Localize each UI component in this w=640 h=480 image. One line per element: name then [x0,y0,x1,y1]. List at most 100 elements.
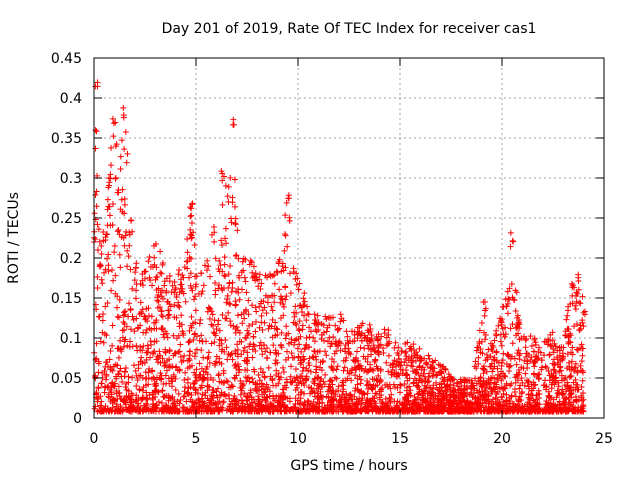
data-point [340,357,347,364]
data-point [569,282,576,289]
data-point [224,356,231,363]
data-point [552,375,559,382]
data-point [245,297,252,304]
data-point [574,368,581,375]
data-point [576,327,583,334]
data-point [121,146,128,153]
data-point [204,267,211,274]
data-point [509,237,516,244]
data-point [150,349,157,356]
data-point [221,391,228,398]
data-point [273,351,280,358]
data-point [215,372,222,379]
data-point [356,324,363,331]
data-point [137,299,144,306]
data-point [245,330,252,337]
data-point [379,400,386,407]
data-point [218,360,225,367]
tick-labels: 0 0.05 0.1 0.15 0.2 0.25 0.3 0.35 0.4 0.45 0 5 10 15 2… [51,51,613,447]
data-point [326,398,333,405]
data-point [130,399,137,406]
data-point [391,344,398,351]
data-point [246,407,253,414]
data-point [546,351,553,358]
data-point [570,405,577,412]
data-point [437,369,444,376]
data-point [105,182,112,189]
data-point [552,402,559,409]
data-point [303,341,310,348]
data-point [218,337,225,344]
data-point [184,379,191,386]
data-point [491,337,498,344]
data-point [126,229,133,236]
data-point [232,401,239,408]
data-point [302,345,309,352]
data-point [221,272,228,279]
data-point [260,341,267,348]
data-point [446,401,453,408]
data-point [278,404,285,411]
data-point [119,334,126,341]
data-point [176,267,183,274]
data-point [181,264,188,271]
data-point [122,365,129,372]
data-point [300,390,307,397]
data-point [368,385,375,392]
data-point [240,381,247,388]
data-point [288,379,295,386]
data-point [116,296,123,303]
data-point [116,368,123,375]
data-point [232,221,239,228]
data-point [298,348,305,355]
data-point [375,351,382,358]
data-point [416,375,423,382]
data-point [403,353,410,360]
data-point [101,330,108,337]
data-point [301,312,308,319]
data-point [222,225,229,232]
data-point [493,400,500,407]
data-point [299,367,306,374]
data-point [219,170,226,177]
data-point [105,251,112,258]
data-point [287,290,294,297]
data-point [111,397,118,404]
data-point [325,383,332,390]
data-point [449,377,456,384]
data-point [518,335,525,342]
data-point [330,334,337,341]
data-point [115,354,122,361]
data-point [367,325,374,332]
data-points [91,79,588,415]
data-point [276,256,283,263]
data-point [191,242,198,249]
data-point [554,356,561,363]
y-tick-label: 0.1 [60,331,82,347]
data-point [198,395,205,402]
data-point [482,331,489,338]
data-point [158,308,165,315]
data-point [323,352,330,359]
data-point [142,405,149,412]
data-point [238,387,245,394]
data-point [479,383,486,390]
data-point [354,381,361,388]
data-point [303,365,310,372]
data-point [521,357,528,364]
data-point [475,354,482,361]
data-point [150,391,157,398]
data-point [114,293,121,300]
data-point [366,381,373,388]
data-point [506,296,513,303]
data-point [140,343,147,350]
data-point [355,363,362,370]
data-point [493,348,500,355]
data-point [150,408,157,415]
data-point [513,289,520,296]
data-point [230,322,237,329]
data-point [353,407,360,414]
data-point [133,382,140,389]
data-point [160,404,167,411]
data-point [222,235,229,242]
